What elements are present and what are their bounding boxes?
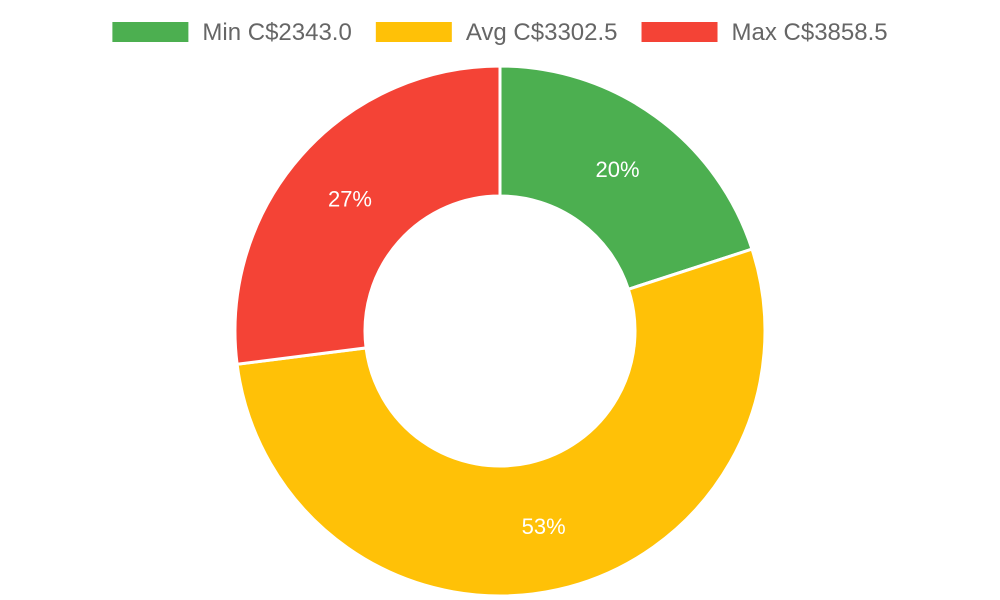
slice-label: 27% (328, 187, 372, 212)
slice[interactable] (498, 64, 754, 292)
slice-label: 53% (522, 514, 566, 539)
slice-label: 20% (596, 157, 640, 182)
legend-label[interactable]: Max C$3858.5 (732, 19, 888, 46)
legend: Min C$2343.0 Avg C$3302.5 Max C$3858.5 (112, 19, 888, 46)
legend-swatch[interactable] (641, 22, 718, 42)
legend-swatch[interactable] (112, 22, 189, 42)
slice-labels: 20% 53% 27% (328, 157, 640, 539)
slices (233, 64, 767, 598)
slice[interactable] (233, 64, 502, 366)
legend-swatch[interactable] (375, 22, 452, 42)
legend-label[interactable]: Min C$2343.0 (202, 19, 351, 46)
legend-label[interactable]: Avg C$3302.5 (466, 19, 618, 46)
slice[interactable] (235, 247, 767, 598)
